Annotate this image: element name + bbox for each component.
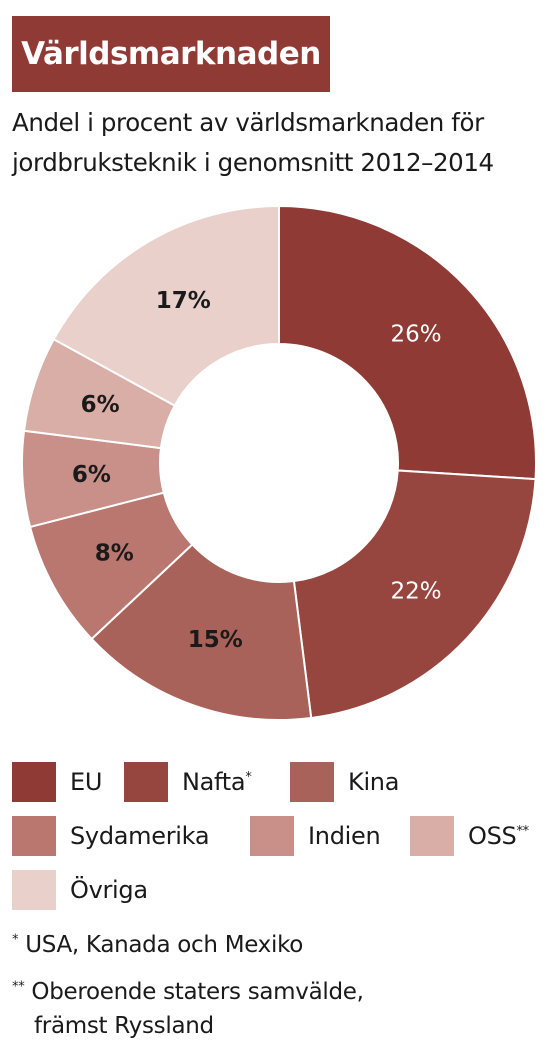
legend-label-ovriga: Övriga <box>70 876 148 904</box>
donut-slice-eu <box>278 204 537 481</box>
slice-value-label-nafta: 22% <box>390 579 441 605</box>
slice-value-label-ovriga: 17% <box>156 288 211 314</box>
legend-swatch-indien <box>250 816 294 856</box>
footnote-text-line1: Oberoende staters samvälde, <box>31 979 364 1005</box>
legend-item-sydamerika: Sydamerika <box>12 814 210 858</box>
legend-swatch-oss <box>410 816 454 856</box>
legend-swatch-ovriga <box>12 870 56 910</box>
slice-value-label-sydamerika: 8% <box>95 541 134 567</box>
legend-label-indien: Indien <box>308 822 381 850</box>
donut-slice-nafta <box>292 469 537 720</box>
legend-item-eu: EU <box>12 760 102 804</box>
donut-chart-svg: 26% 22% 15% 8% 6% 6% 17% <box>21 204 537 721</box>
slice-value-label-eu: 26% <box>390 321 441 347</box>
legend-item-oss: OSS** <box>410 814 529 858</box>
chart-legend: EU Nafta* Kina Sydamerika Indien OSS** Ö… <box>0 752 559 922</box>
donut-chart: 26% 22% 15% 8% 6% 6% 17% <box>0 200 559 740</box>
legend-swatch-eu <box>12 762 56 802</box>
legend-item-indien: Indien <box>250 814 381 858</box>
footnote-nafta: * USA, Kanada och Mexiko <box>12 928 303 962</box>
footnote-text-line2: främst Ryssland <box>34 1013 214 1039</box>
legend-label-oss: OSS** <box>468 822 529 850</box>
legend-label-kina: Kina <box>348 768 400 796</box>
slice-value-label-kina: 15% <box>188 627 243 653</box>
legend-item-kina: Kina <box>290 760 399 804</box>
footnote-marker: * <box>12 932 19 948</box>
footnote-oss: ** Oberoende staters samvälde, främst Ry… <box>12 975 364 1043</box>
legend-swatch-sydamerika <box>12 816 56 856</box>
slice-value-label-indien: 6% <box>72 462 111 488</box>
legend-label-eu: EU <box>70 768 103 796</box>
slice-value-label-oss: 6% <box>81 392 120 418</box>
footnote-marker: ** <box>12 979 25 995</box>
legend-item-ovriga: Övriga <box>12 868 148 912</box>
legend-item-nafta: Nafta* <box>124 760 252 804</box>
legend-label-nafta: Nafta* <box>182 768 252 796</box>
legend-swatch-kina <box>290 762 334 802</box>
footnote-text: USA, Kanada och Mexiko <box>25 932 304 958</box>
legend-label-sydamerika: Sydamerika <box>70 822 210 850</box>
donut-slice-ovriga <box>52 204 280 408</box>
chart-title: Världsmarknaden <box>12 16 330 92</box>
legend-swatch-nafta <box>124 762 168 802</box>
chart-subtitle: Andel i procent av världsmarknaden för j… <box>12 108 494 177</box>
